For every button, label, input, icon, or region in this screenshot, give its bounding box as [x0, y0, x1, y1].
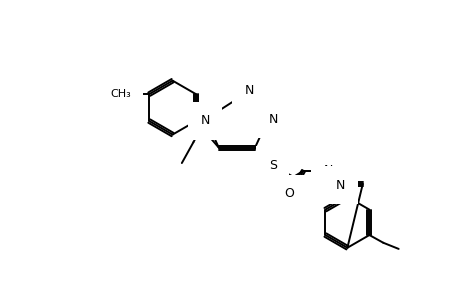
- Text: S: S: [268, 159, 276, 172]
- Text: O: O: [284, 187, 294, 200]
- Text: N: N: [244, 84, 254, 97]
- Text: H: H: [323, 158, 331, 168]
- Text: CH₃: CH₃: [111, 89, 131, 99]
- Text: N: N: [335, 179, 344, 192]
- Text: N: N: [268, 113, 278, 126]
- Text: N: N: [200, 114, 209, 127]
- Text: N: N: [323, 164, 332, 177]
